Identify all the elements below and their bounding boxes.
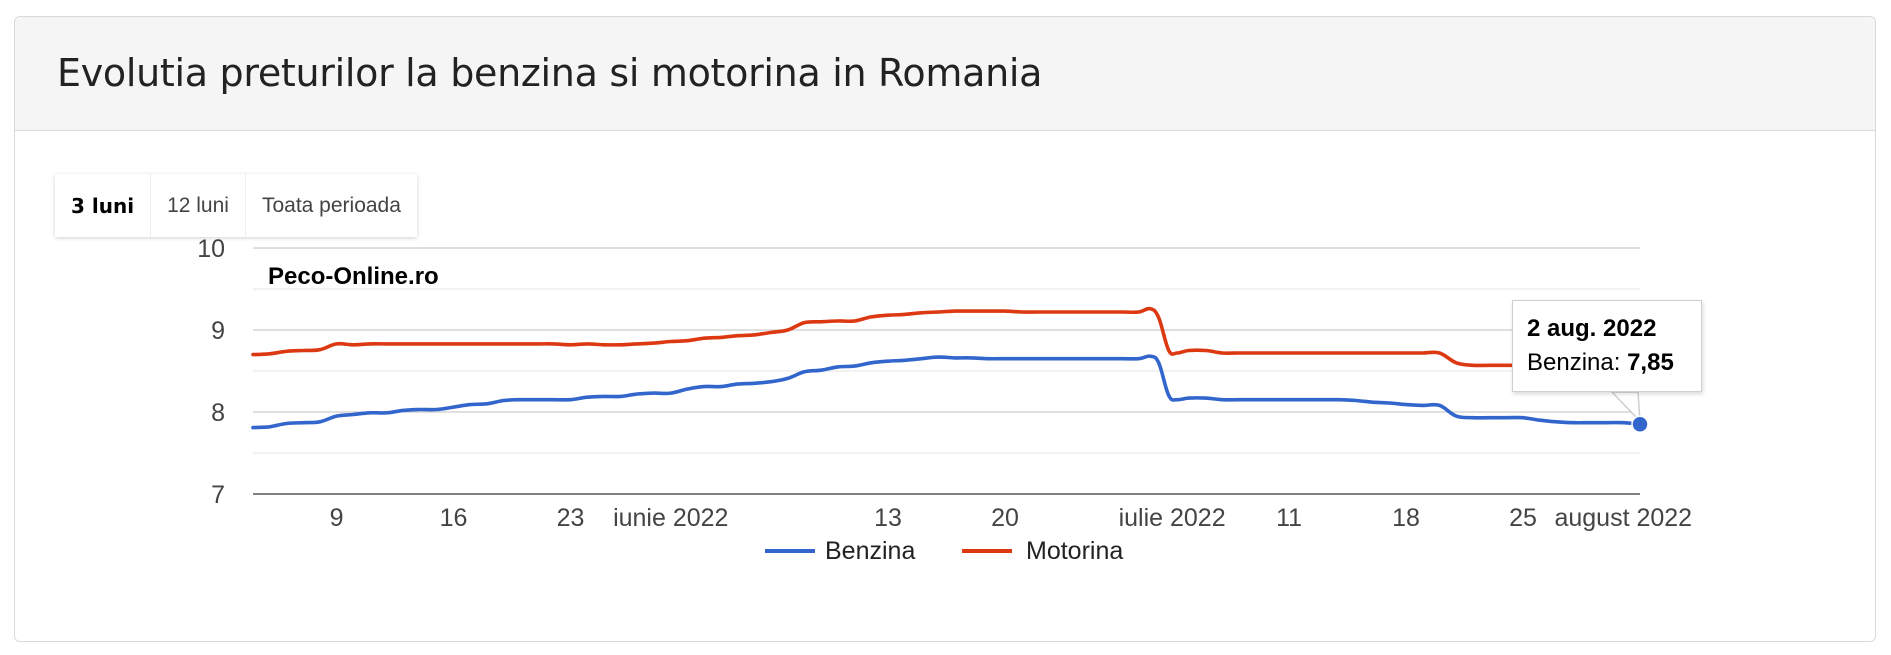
tooltip-date: 2 aug. 2022 — [1527, 315, 1657, 342]
page-title: Evolutia preturilor la benzina si motori… — [57, 51, 1043, 95]
chart-grid — [253, 247, 1640, 495]
range-all-period-button[interactable]: Toata perioada — [261, 193, 401, 217]
tooltip-value: 7,85 — [1627, 349, 1674, 376]
range-selector: 3 luni 12 luni Toata perioada — [55, 174, 417, 237]
x-tick-label: 16 — [440, 504, 468, 532]
tooltip-series-label: Benzina: — [1527, 349, 1628, 376]
x-tick-label: 25 — [1509, 504, 1537, 532]
x-tick-label: 23 — [557, 504, 585, 532]
x-tick-label: 13 — [874, 504, 902, 532]
range-3-months-button[interactable]: 3 luni — [55, 174, 152, 237]
panel-header: Evolutia preturilor la benzina si motori… — [15, 17, 1875, 131]
y-tick-label: 8 — [211, 399, 225, 427]
chart-tooltip: 2 aug. 2022 Benzina: 7,85 — [1512, 300, 1702, 392]
x-tick-label: 18 — [1392, 504, 1420, 532]
tooltip-arrow — [1610, 391, 1641, 424]
range-12-months-button[interactable]: 12 luni — [151, 174, 246, 237]
legend-label-motorina[interactable]: Motorina — [1026, 537, 1123, 565]
x-tick-label: iunie 2022 — [613, 504, 728, 532]
y-tick-label: 9 — [211, 317, 225, 345]
highlighted-data-point[interactable] — [1631, 415, 1649, 434]
y-axis-ticks: 10 9 8 7 — [197, 235, 225, 509]
x-tick-label: 20 — [991, 504, 1019, 532]
chart-legend: Benzina Motorina — [765, 537, 1123, 565]
series-line-motorina — [251, 306, 1534, 368]
x-tick-label: 11 — [1276, 504, 1302, 532]
watermark-label: Peco-Online.ro — [268, 263, 439, 290]
legend-label-benzina[interactable]: Benzina — [825, 537, 915, 565]
y-tick-label: 10 — [197, 235, 225, 263]
x-tick-label: iulie 2022 — [1119, 504, 1226, 532]
x-tick-label: 9 — [330, 504, 344, 532]
series-line-benzina — [251, 354, 1642, 430]
tooltip-pointer — [1610, 391, 1641, 424]
series-lines — [251, 306, 1642, 430]
x-axis-ticks: 9 16 23 iunie 2022 13 20 iulie 2022 11 18 25 augus… — [330, 504, 1693, 532]
x-tick-label: august 2022 — [1554, 504, 1692, 532]
tooltip-point — [1631, 415, 1649, 434]
y-tick-label: 7 — [211, 481, 225, 509]
